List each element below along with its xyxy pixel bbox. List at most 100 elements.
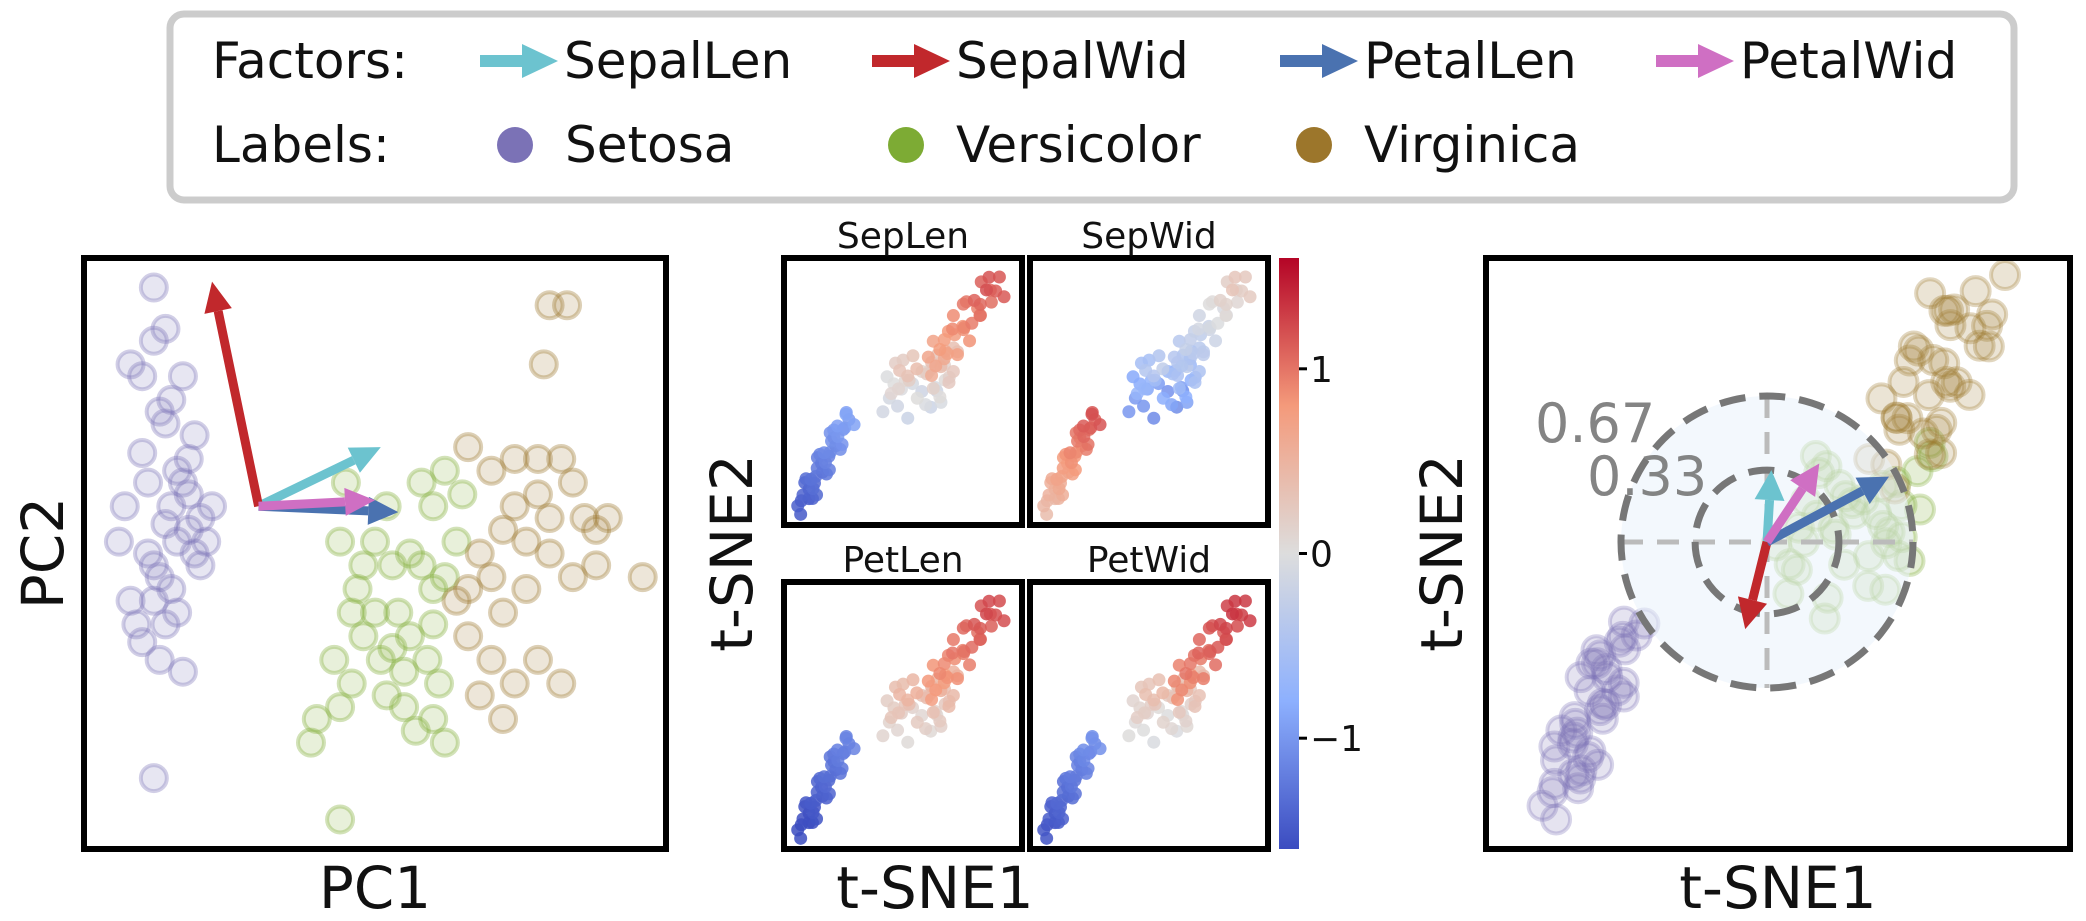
tsne-subplot-point bbox=[791, 499, 805, 513]
glyph-point bbox=[1607, 666, 1640, 699]
glyph-point bbox=[1562, 772, 1595, 805]
glyph-point bbox=[1581, 647, 1614, 680]
pca-point bbox=[319, 644, 350, 675]
pca-point bbox=[138, 763, 169, 794]
tsne-subplot-point bbox=[967, 617, 981, 631]
pca-point bbox=[592, 503, 623, 534]
glyph-point bbox=[1893, 344, 1926, 377]
tsne-subplot-point bbox=[1122, 405, 1136, 419]
glyph-point bbox=[1558, 701, 1591, 734]
pca-point bbox=[389, 692, 420, 723]
tsne-subplot-point bbox=[1167, 674, 1181, 688]
tsne-subplot-point bbox=[1076, 419, 1090, 433]
tsne-subplot-point bbox=[847, 418, 861, 432]
tsne-subplot-point bbox=[910, 715, 924, 729]
pca-point bbox=[348, 621, 379, 652]
tsne-subplot-point bbox=[1209, 334, 1223, 348]
tsne-subplot-point bbox=[1192, 322, 1206, 336]
tsne-subplot-point bbox=[946, 364, 960, 378]
legend-marker-setosa bbox=[497, 127, 533, 163]
glyph-point bbox=[1540, 803, 1573, 836]
tsne-subplot-title: PetLen bbox=[842, 540, 963, 581]
glyph-point bbox=[1934, 370, 1967, 403]
tsne-subplot-point bbox=[946, 688, 960, 702]
pca-point bbox=[377, 633, 408, 664]
glyph-arrow-sepalwid bbox=[1737, 540, 1772, 630]
tsne-subplot-point bbox=[1063, 770, 1077, 784]
tsne-subplot-point bbox=[1172, 705, 1186, 719]
glyph-point bbox=[1953, 378, 1986, 411]
legend: Factors: Labels: SepalLen SepalWid PetalLe… bbox=[166, 10, 2018, 204]
pca-point bbox=[179, 538, 210, 569]
legend-frame bbox=[166, 10, 2018, 204]
tsne-subplot-point bbox=[896, 353, 910, 367]
tsne-glyph-frame bbox=[1483, 255, 2073, 852]
pca-point bbox=[144, 562, 175, 593]
tsne-glyph-panel: 0.330.67 t-SNE1 t-SNE2 bbox=[1408, 255, 2073, 921]
tsne-subplot-point bbox=[979, 283, 993, 297]
tsne-subplot-point bbox=[830, 743, 844, 757]
glyph-point bbox=[1572, 741, 1605, 774]
glyph-point bbox=[1914, 277, 1947, 310]
tsne-subplot-point bbox=[1152, 349, 1166, 363]
tsne-subplot-point bbox=[892, 382, 906, 396]
glyph-point bbox=[1916, 440, 1949, 473]
tsne-subplot-point bbox=[942, 375, 956, 389]
pca-point bbox=[418, 609, 449, 640]
tsne-subplot-petlen: PetLen bbox=[781, 540, 1025, 852]
glyph-point bbox=[1556, 727, 1589, 760]
glyph-point bbox=[1580, 634, 1613, 667]
pca-point bbox=[156, 384, 187, 415]
pca-point bbox=[133, 538, 164, 569]
tsne-subplot-point bbox=[1228, 594, 1242, 608]
tsne-subplot-point bbox=[929, 359, 943, 373]
glyph-point bbox=[1901, 455, 1934, 488]
pca-point bbox=[325, 526, 356, 557]
tsne-subplot-point bbox=[839, 731, 853, 745]
glyph-point bbox=[1573, 675, 1606, 708]
legend-arrow-sepallen bbox=[480, 44, 558, 78]
pca-point bbox=[394, 538, 425, 569]
tsne-subplot-point bbox=[1225, 283, 1239, 297]
tsne-subplot-point bbox=[1138, 706, 1152, 720]
tsne-subplot-point bbox=[984, 619, 998, 633]
glyph-point bbox=[1590, 653, 1623, 686]
pca-point bbox=[528, 349, 559, 380]
glyph-point bbox=[1883, 413, 1916, 446]
colorbar-tick-label: −1 bbox=[1310, 719, 1363, 760]
pca-point bbox=[173, 514, 204, 545]
tsne-subplot-point bbox=[946, 322, 960, 336]
pca-point bbox=[389, 656, 420, 687]
tsne-subplot-title: SepWid bbox=[1081, 216, 1217, 257]
tsne-subplot-point bbox=[1137, 723, 1151, 737]
glyph-point bbox=[1989, 259, 2022, 292]
tsne-subplot-point bbox=[973, 633, 987, 647]
pca-point bbox=[453, 432, 484, 463]
pca-point bbox=[150, 313, 181, 344]
pca-point bbox=[522, 644, 553, 675]
tsne-subplot-point bbox=[965, 640, 979, 654]
glyph-point bbox=[1963, 329, 1996, 362]
pca-loading-sepallen bbox=[256, 447, 381, 511]
pca-point bbox=[162, 597, 193, 628]
tsne-subplot-frame bbox=[781, 255, 1025, 528]
glyph-point bbox=[1913, 426, 1946, 459]
tsne-subplot-point bbox=[1050, 796, 1064, 810]
pca-point bbox=[144, 644, 175, 675]
pca-point bbox=[138, 550, 169, 581]
colorbar-tick-label: 0 bbox=[1310, 535, 1333, 576]
glyph-point bbox=[1590, 688, 1623, 721]
tsne-subplot-frame bbox=[781, 579, 1025, 852]
pca-point bbox=[167, 467, 198, 498]
tsne-subplot-point bbox=[1147, 369, 1161, 383]
tsne-subplot-point bbox=[906, 349, 920, 363]
pca-point bbox=[453, 573, 484, 604]
legend-label-versicolor: Versicolor bbox=[956, 116, 1201, 174]
glyph-ring-label: 0.33 bbox=[1587, 445, 1707, 508]
pca-point bbox=[301, 703, 332, 734]
glyph-ring bbox=[1617, 392, 1917, 692]
tsne-subplot-point bbox=[891, 723, 905, 737]
pca-point bbox=[499, 668, 530, 699]
tsne-glyph-xlabel: t-SNE1 bbox=[1679, 854, 1876, 921]
